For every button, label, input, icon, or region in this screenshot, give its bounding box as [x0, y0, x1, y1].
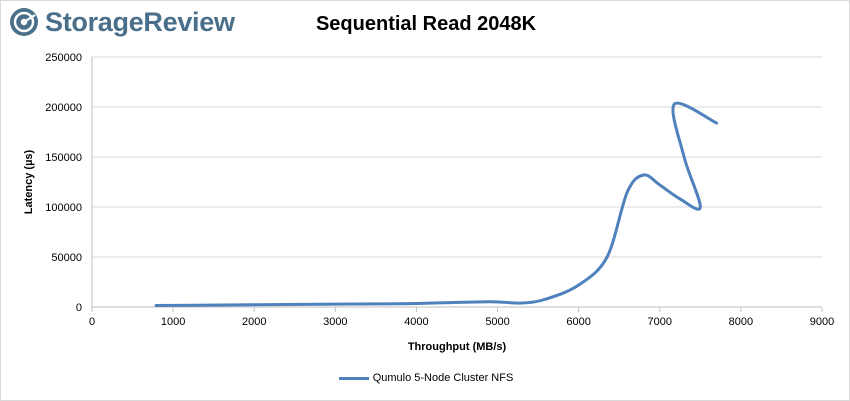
y-tick-label: 150000 [45, 152, 82, 164]
y-tick-label: 50000 [51, 252, 82, 264]
x-tick-label: 9000 [810, 316, 834, 328]
x-tick-label: 2000 [242, 316, 266, 328]
storagereview-logo: StorageReview [9, 5, 235, 39]
line-chart: 0 50000 100000 150000 200000 250000 0 1000 2000 3… [23, 52, 834, 353]
y-tick-label: 0 [76, 302, 82, 314]
y-tick-label: 100000 [45, 202, 82, 214]
y-tick-label: 200000 [45, 102, 82, 114]
legend-label: Qumulo 5-Node Cluster NFS [372, 372, 514, 384]
x-tick-label: 6000 [566, 316, 590, 328]
x-tick-label: 8000 [729, 316, 753, 328]
storagereview-logo-icon [10, 8, 38, 36]
x-tick-label: 0 [89, 316, 95, 328]
legend: Qumulo 5-Node Cluster NFS [1, 372, 850, 384]
x-tick-label: 7000 [648, 316, 672, 328]
x-tick-label: 4000 [404, 316, 428, 328]
x-tick-label: 5000 [485, 316, 509, 328]
series-line [154, 101, 719, 307]
y-tick-label: 250000 [45, 52, 82, 64]
chart-title: Sequential Read 2048K [315, 13, 537, 35]
x-tick-label: 1000 [161, 316, 185, 328]
y-axis-title: Latency (µs) [23, 149, 35, 214]
brand-name: StorageReview [45, 6, 235, 37]
legend-swatch [338, 376, 369, 380]
x-axis-title: Throughput (MB/s) [408, 341, 507, 353]
x-tick-label: 3000 [323, 316, 347, 328]
